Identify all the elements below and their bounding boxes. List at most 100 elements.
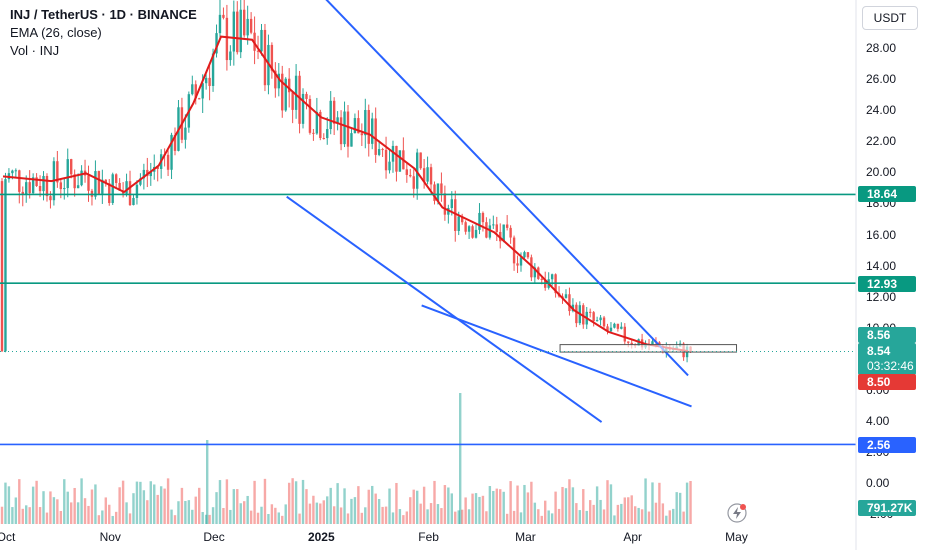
volume-bar [384,506,388,524]
ema-legend[interactable]: EMA (26, close) [10,25,102,40]
volume-bar [464,497,467,524]
volume-bar [180,487,184,524]
last-price-tag: 8.54 03:32:46 [858,343,916,375]
volume-bar [111,515,114,524]
candle-body [142,169,146,179]
candle-body [287,78,291,93]
volume-bar [443,485,447,524]
volume-bar [416,490,419,524]
volume-bar [367,489,370,524]
candle-body [184,127,187,140]
candle-body [481,212,485,223]
candle-body [651,341,654,346]
volume-bar [135,481,139,524]
candle-body [42,175,45,192]
volume-bar [315,502,319,524]
candle-body [128,181,132,206]
candle-body [391,145,395,162]
ema-line[interactable] [2,35,689,353]
volume-bar [76,502,80,524]
candle-body [191,84,194,95]
volume-bar [239,503,242,524]
volume-bar [537,509,540,524]
volume-bar [426,509,429,524]
volume-bar [73,487,76,524]
volume-bar [651,482,654,524]
volume-bar [132,493,135,524]
volume-bar [630,495,633,524]
volume-bar [319,503,322,524]
volume-bar [4,482,7,524]
volume-bar [18,479,21,524]
volume-bar [454,511,457,524]
candle-body [326,129,329,139]
price-tick-label: 28.00 [866,41,897,55]
candle-body [433,184,436,201]
candle-body [229,51,232,61]
candle-body [170,134,173,170]
candle-body [319,111,322,139]
candle-body [308,98,312,133]
volume-bar [391,512,395,524]
last-price-label: 8.54 [867,344,891,358]
volume-bar [59,510,63,524]
volume-bar [665,515,668,524]
downtrend-resistance-line[interactable] [307,0,689,377]
volume-bar [343,488,346,524]
candle-body [11,170,14,174]
candle-body [540,278,543,280]
volume-bar [419,503,422,524]
volume-bar [208,514,211,524]
volume-bar [599,499,602,524]
time-tick-label: 2025 [307,530,335,544]
currency-button[interactable]: USDT [862,6,918,30]
volume-bar [589,500,592,524]
volume-bar [294,481,298,524]
volume-bar [640,509,644,524]
candle-body [111,174,114,203]
volume-bar [440,508,443,524]
volume-bar [308,503,312,524]
candle-body [523,252,526,258]
bolt-icon[interactable] [726,502,748,524]
candle-body [471,226,474,238]
volume-bar [187,500,191,524]
volume-bar [177,501,180,524]
ema-line-group [2,35,689,353]
volume-bar [616,504,620,524]
volume-bar [568,479,571,524]
volume-bar [554,491,557,524]
candle-body [298,75,301,124]
volume-legend[interactable]: Vol · INJ [10,43,60,58]
lower-channel-line[interactable] [286,195,603,423]
volume-bar [412,489,415,524]
candle-body [350,133,353,147]
candle-body [602,317,606,327]
volume-bar [678,492,682,524]
price-tick-label: 4.00 [866,414,890,428]
volume-bar [38,507,42,524]
level-tag-2: 2.56 [858,437,916,453]
candle-body [173,134,177,151]
volume-bar [125,502,128,524]
candle-body [474,229,478,238]
volume-bar [229,509,232,524]
volume-bar [305,489,308,524]
candle-body [627,341,630,343]
candle-body [274,70,277,89]
volume-bar [509,481,512,524]
candle-body [533,267,537,278]
volume-bar [526,492,530,524]
symbol-title[interactable]: INJ / TetherUS · 1D · BINANCE [10,7,197,22]
wedge-support-line[interactable] [421,304,692,408]
volume-bar [585,510,588,524]
chart-legend: INJ / TetherUS · 1D · BINANCE EMA (26, c… [10,6,197,60]
volume-bar [0,506,4,524]
volume-bar [459,393,462,524]
price-zone-box[interactable] [559,344,738,353]
volume-bar [433,480,436,524]
volume-bar [270,504,274,524]
volume-bar [582,489,585,524]
candle-body [291,92,294,110]
